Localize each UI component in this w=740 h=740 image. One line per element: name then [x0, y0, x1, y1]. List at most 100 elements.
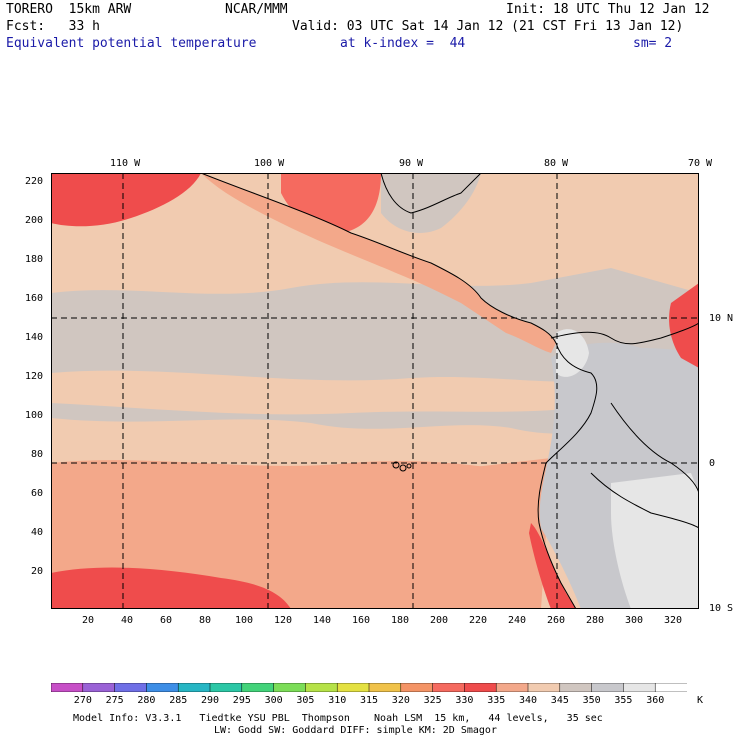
colorbar-swatch — [177, 683, 211, 692]
lon-label-110w: 110 W — [110, 158, 141, 169]
colorbar-label: 315 — [360, 695, 379, 706]
colorbar-label: 285 — [169, 695, 188, 706]
colorbar-swatch — [654, 683, 687, 692]
model-info-line2: LW: Godd SW: Goddard DIFF: simple KM: 2D… — [214, 725, 497, 736]
x-tick: 100 — [235, 615, 254, 626]
colorbar-swatch — [273, 683, 307, 692]
colorbar-swatch — [591, 683, 625, 692]
plot-border — [51, 173, 699, 609]
colorbar-swatch — [146, 683, 179, 692]
colorbar-label: 355 — [614, 695, 633, 706]
x-tick: 40 — [121, 615, 134, 626]
land-yucatan — [381, 173, 481, 233]
colorbar-swatch — [559, 683, 593, 692]
valid-time: Valid: 03 UTC Sat 14 Jan 12 (21 CST Fri … — [292, 19, 684, 34]
y-tick: 20 — [31, 566, 44, 577]
lat-label-10n: 10 N — [709, 313, 734, 324]
lon-label-80w: 80 W — [544, 158, 569, 169]
colorbar-label: 335 — [487, 695, 506, 706]
colorbar-swatch — [305, 683, 338, 692]
gridlines — [51, 173, 699, 609]
border-line — [590, 472, 699, 529]
colorbar-swatch — [400, 683, 434, 692]
colorbar-swatch — [241, 683, 275, 692]
border-line — [610, 402, 699, 494]
colorbar-swatch — [368, 683, 402, 692]
organization: NCAR/MMM — [225, 2, 288, 17]
colorbar-swatch — [114, 683, 148, 692]
colorbar-swatch — [209, 683, 243, 692]
tan-stripe-region — [51, 370, 611, 415]
x-tick: 240 — [508, 615, 527, 626]
colorbar-swatch — [51, 683, 84, 692]
forecast-hour: Fcst: 33 h — [6, 19, 100, 34]
colorbar-label: 320 — [391, 695, 410, 706]
y-tick: 180 — [25, 254, 44, 265]
x-tick: 160 — [352, 615, 371, 626]
x-tick: 20 — [82, 615, 95, 626]
y-tick: 100 — [25, 410, 44, 421]
lon-label-70w: 70 W — [688, 158, 713, 169]
colorbar-label: 340 — [519, 695, 538, 706]
colorbar-label: 275 — [105, 695, 124, 706]
colorbar-label: 310 — [328, 695, 347, 706]
colorbar-label: 360 — [646, 695, 665, 706]
colorbar-swatch — [82, 683, 116, 692]
y-tick: 120 — [25, 371, 44, 382]
y-tick: 160 — [25, 293, 44, 304]
x-tick: 80 — [199, 615, 212, 626]
model-name: TORERO 15km ARW — [6, 2, 132, 17]
red-top-left — [51, 173, 201, 227]
x-tick: 300 — [625, 615, 644, 626]
colorbar-label: 290 — [201, 695, 220, 706]
y-tick: 140 — [25, 332, 44, 343]
salmon-east-region — [466, 458, 551, 609]
colorbar-label: 270 — [73, 695, 92, 706]
lon-label-100w: 100 W — [254, 158, 285, 169]
lat-label-0: 0 — [709, 458, 716, 469]
white-region-north — [556, 329, 589, 377]
y-tick: 40 — [31, 527, 44, 538]
init-time: Init: 18 UTC Thu 12 Jan 12 — [506, 2, 710, 17]
y-tick: 60 — [31, 488, 44, 499]
colorbar-unit: K — [697, 695, 704, 706]
x-tick: 200 — [430, 615, 449, 626]
x-tick: 120 — [274, 615, 293, 626]
x-tick: 280 — [586, 615, 605, 626]
colorbar — [51, 683, 687, 692]
colorbar-swatch — [495, 683, 529, 692]
colorbar-label: 325 — [423, 695, 442, 706]
white-region-south — [611, 473, 699, 609]
red-peru-coast — [529, 523, 576, 609]
x-tick: 60 — [160, 615, 173, 626]
colorbar-label: 295 — [232, 695, 251, 706]
field-name: Equivalent potential temperature — [6, 36, 257, 51]
coastline — [200, 173, 598, 609]
land-central-america — [201, 173, 556, 353]
colorbar-label: 345 — [550, 695, 569, 706]
red-band-bottom — [51, 567, 291, 609]
colorbar-swatch — [464, 683, 497, 692]
y-tick: 220 — [25, 176, 44, 187]
level-info: at k-index = 44 — [340, 36, 466, 51]
model-info-line1: Model Info: V3.3.1 Tiedtke YSU PBL Thomp… — [73, 713, 603, 724]
colorbar-swatch — [623, 683, 656, 692]
colorbar-label: 350 — [582, 695, 601, 706]
colorbar-label: 280 — [137, 695, 156, 706]
coastline-yucatan — [380, 173, 482, 214]
lon-label-90w: 90 W — [399, 158, 424, 169]
red-venezuela — [669, 283, 699, 368]
lat-label-10s: 10 S — [709, 603, 734, 614]
x-tick: 180 — [391, 615, 410, 626]
colorbar-swatch — [432, 683, 466, 692]
x-tick: 220 — [469, 615, 488, 626]
x-tick: 320 — [664, 615, 683, 626]
colorbar-label: 330 — [455, 695, 474, 706]
x-tick: 260 — [547, 615, 566, 626]
coastline-caribbean — [550, 322, 699, 345]
colorbar-label: 300 — [264, 695, 283, 706]
colorbar-label: 305 — [296, 695, 315, 706]
colorbar-swatch — [336, 683, 370, 692]
smoothing-info: sm= 2 — [633, 36, 673, 51]
map-plot — [51, 173, 699, 609]
